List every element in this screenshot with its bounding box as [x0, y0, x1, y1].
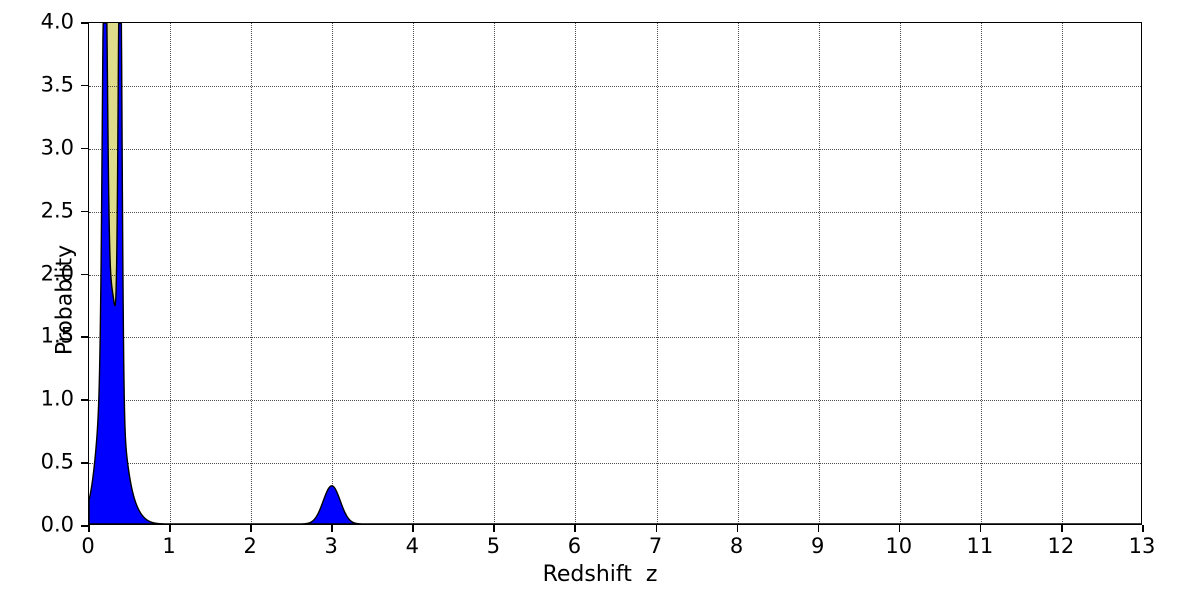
y-tick-label: 3.5 — [40, 72, 74, 97]
x-tick-label: 6 — [567, 534, 582, 558]
x-tick-label: 2 — [243, 534, 257, 558]
x-tick-label: 3 — [324, 534, 338, 558]
x-tick-mark — [736, 525, 739, 532]
y-tick-mark — [81, 84, 88, 87]
y-axis-label: Probablity — [52, 244, 78, 356]
probability-density-curve — [89, 23, 1141, 524]
x-tick-label: 5 — [486, 534, 501, 558]
y-tick-mark — [81, 147, 88, 150]
y-tick-label: 3.0 — [40, 135, 74, 160]
x-tick-mark — [979, 525, 982, 532]
y-tick-label: 0.0 — [40, 512, 74, 537]
y-tick-mark — [81, 525, 88, 527]
x-tick-label: 10 — [885, 534, 913, 558]
y-tick-label: 2.5 — [40, 198, 74, 223]
x-tick-label: 12 — [1047, 534, 1075, 558]
plot-area — [88, 22, 1142, 525]
x-tick-mark — [655, 525, 658, 532]
x-tick-label: 1 — [162, 534, 176, 558]
x-tick-mark — [169, 525, 171, 532]
x-tick-mark — [1142, 525, 1144, 532]
x-tick-mark — [88, 525, 90, 532]
y-tick-mark — [81, 336, 88, 338]
x-tick-mark — [250, 525, 252, 532]
x-tick-label: 13 — [1128, 534, 1156, 558]
y-tick-mark — [81, 273, 88, 276]
y-tick-label: 1.0 — [40, 386, 74, 411]
x-tick-mark — [493, 525, 495, 532]
y-tick-mark — [81, 462, 88, 464]
y-tick-label: 4.0 — [40, 9, 74, 34]
x-tick-mark — [898, 525, 901, 532]
x-axis-label: Redshift z — [542, 562, 658, 587]
x-tick-label: 11 — [966, 534, 994, 558]
x-tick-label: 0 — [81, 534, 95, 558]
x-tick-label: 4 — [405, 534, 419, 558]
x-tick-label: 9 — [811, 534, 825, 558]
curve-fill — [89, 23, 1141, 524]
y-tick-label: 0.5 — [40, 449, 74, 474]
x-tick-mark — [331, 525, 333, 532]
x-tick-mark — [412, 525, 414, 532]
x-tick-mark — [1060, 525, 1063, 532]
x-tick-mark — [574, 525, 577, 532]
y-tick-label: 1.5 — [40, 323, 74, 348]
x-tick-label: 7 — [648, 534, 663, 558]
x-tick-mark — [817, 525, 820, 532]
y-tick-mark — [81, 22, 88, 24]
y-tick-label: 2.0 — [40, 261, 74, 285]
x-tick-label: 8 — [729, 534, 744, 558]
y-tick-mark — [81, 399, 88, 401]
y-tick-mark — [81, 210, 88, 213]
